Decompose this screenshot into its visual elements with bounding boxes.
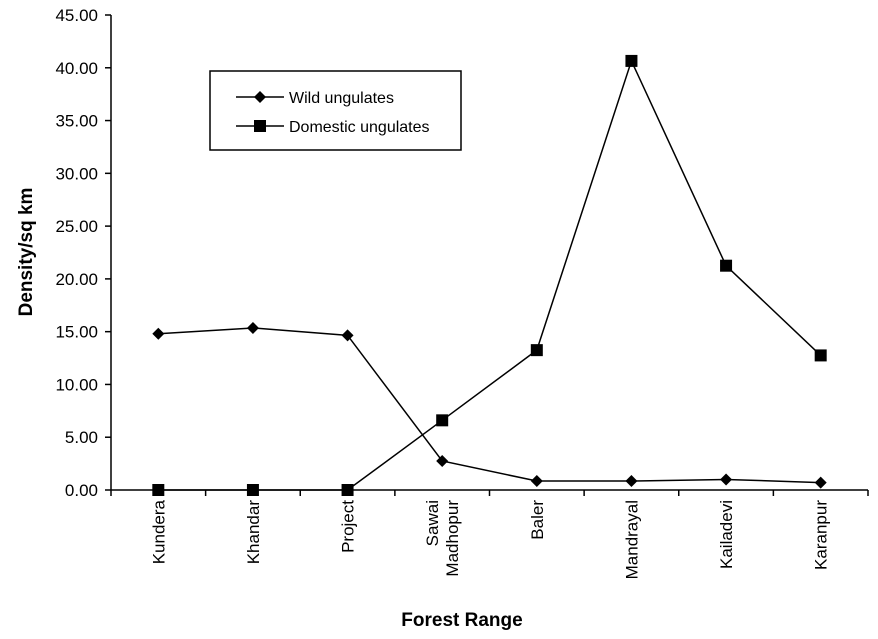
data-point-square: [341, 484, 354, 496]
data-point-square: [152, 484, 165, 496]
y-axis-title: Density/sq km: [16, 188, 37, 317]
data-point-square: [625, 54, 638, 67]
data-point-diamond: [341, 329, 354, 342]
x-category-label: Project: [339, 500, 358, 553]
data-point-square: [720, 259, 733, 272]
data-point-square: [530, 344, 543, 357]
x-category-label: Kundera: [149, 499, 168, 564]
data-point-square: [436, 414, 449, 427]
data-point-diamond: [530, 475, 543, 488]
y-tick-label: 35.00: [55, 112, 98, 131]
series-line-domestic: [158, 58, 822, 491]
x-category-label: Baler: [528, 500, 547, 540]
y-tick-label: 40.00: [55, 59, 98, 78]
series-line-wild: [158, 327, 821, 484]
y-tick-label: 10.00: [55, 375, 98, 394]
y-axis-ticks: 0.00 5.00 10.00 15.00 20.00 25.00 30.00 35.00 40…: [55, 6, 111, 500]
data-point-diamond: [625, 475, 638, 488]
data-point-diamond: [436, 454, 449, 467]
legend: Wild ungulates Domestic ungulates: [209, 70, 462, 151]
y-tick-label: 0.00: [65, 481, 98, 500]
y-tick-label: 15.00: [55, 323, 98, 342]
x-category-label: Khandar: [244, 500, 263, 565]
data-point-square: [246, 484, 259, 496]
y-tick-label: 20.00: [55, 270, 98, 289]
legend-label-domestic: Domestic ungulates: [289, 119, 430, 136]
data-point-diamond: [246, 321, 259, 334]
x-category-label: Karanpur: [812, 500, 831, 570]
legend-box: [209, 70, 462, 151]
y-tick-label: 5.00: [65, 428, 98, 447]
y-tick-label: 45.00: [55, 6, 98, 25]
data-point-diamond: [720, 473, 733, 486]
data-point-diamond: [152, 327, 165, 340]
x-category-label: Sawai: [423, 500, 442, 546]
x-category-label: Madhopur: [443, 500, 462, 577]
x-axis-title: Forest Range: [401, 610, 522, 631]
data-point-square: [814, 349, 827, 362]
legend-marker-diamond: [254, 91, 266, 103]
x-category-label: Mandrayal: [622, 500, 641, 579]
x-category-label: Kailadevi: [717, 500, 736, 569]
series-layer: [152, 54, 827, 496]
x-axis-ticks: Kundera Khandar Project Sawai Madhopur Baler M…: [110, 490, 869, 579]
y-tick-label: 25.00: [55, 217, 98, 236]
data-point-diamond: [814, 476, 827, 489]
legend-marker-square: [254, 120, 266, 132]
legend-label-wild: Wild ungulates: [289, 90, 394, 107]
y-tick-label: 30.00: [55, 164, 98, 183]
